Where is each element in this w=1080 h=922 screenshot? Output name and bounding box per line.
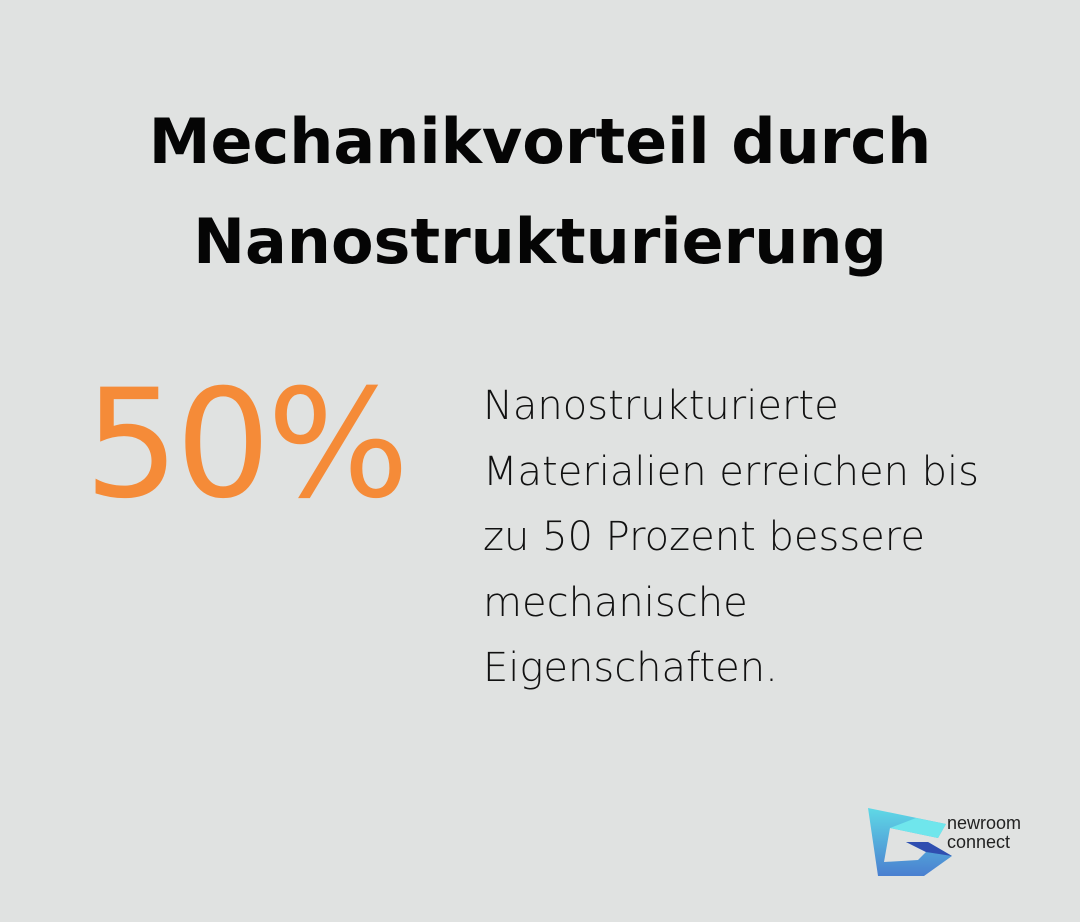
title-line-1: Mechanikvorteil durch (148, 105, 932, 178)
stat-description: Nanostrukturierte Materialien erreichen … (483, 383, 979, 691)
logo-line-2: connect (947, 832, 1011, 852)
stat-value: 50% (84, 358, 409, 532)
logo-line-1: newroom (947, 813, 1022, 833)
page-title: Mechanikvorteil durch Nanostrukturierung (0, 92, 1080, 292)
logo-text: newroom connect (947, 814, 1021, 852)
title-line-2: Nanostrukturierung (193, 205, 887, 278)
logo: newroom connect (866, 806, 1046, 880)
newroom-connect-logo-icon (868, 808, 952, 876)
